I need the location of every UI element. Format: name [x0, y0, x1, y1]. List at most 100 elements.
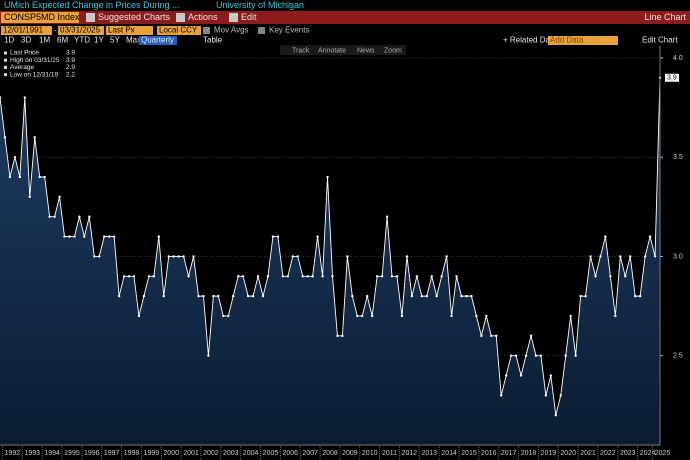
table-button[interactable]: Table: [203, 36, 223, 45]
point: [559, 394, 562, 397]
point: [609, 275, 612, 278]
point: [544, 394, 548, 397]
option[interactable]: Mov Avgs: [214, 26, 249, 35]
area: [0, 77, 660, 445]
point: [549, 374, 553, 377]
x-tick-label: 2024: [640, 450, 656, 457]
field-box[interactable]: [106, 26, 153, 35]
end-date-field[interactable]: [58, 26, 104, 35]
x-tick-label: 2013: [421, 450, 437, 457]
range-button[interactable]: 3D: [21, 36, 31, 45]
currency-box[interactable]: [157, 26, 201, 35]
range-button[interactable]: YTD: [74, 36, 90, 45]
point: [172, 255, 175, 258]
legend-label: High on 03/31/25: [10, 57, 60, 64]
ticker-box[interactable]: [1, 12, 79, 23]
point: [316, 235, 319, 238]
point: [147, 275, 151, 278]
point: [232, 294, 235, 298]
point: [38, 175, 41, 179]
point: [390, 275, 394, 278]
point: [410, 294, 414, 298]
point: [445, 255, 448, 258]
x-tick-label: 1992: [5, 450, 21, 457]
option-checkbox[interactable]: [258, 27, 265, 34]
range-button[interactable]: 6M: [57, 36, 68, 45]
chart-type: Line Chart: [644, 12, 686, 22]
chart-tool[interactable]: Track: [292, 47, 310, 54]
legend-marker: [4, 65, 7, 69]
chart-toolbar: [280, 45, 406, 55]
option[interactable]: Key Events: [269, 26, 309, 35]
range-button[interactable]: 1M: [39, 36, 50, 45]
related-data[interactable]: + Related Dat: [503, 36, 553, 45]
point: [574, 354, 577, 357]
add-data[interactable]: Add Data: [550, 36, 584, 45]
point: [361, 314, 364, 318]
security-title: UMich Expected Change in Prices During .…: [4, 0, 180, 10]
legend-marker: [4, 58, 7, 62]
point: [420, 294, 424, 298]
point: [385, 215, 389, 218]
edit-chart[interactable]: Edit Chart: [642, 36, 678, 45]
point: [395, 275, 399, 278]
point: [514, 354, 518, 357]
point: [0, 96, 2, 99]
start-date-field[interactable]: [1, 26, 52, 35]
option-checkbox[interactable]: [203, 27, 210, 34]
point: [83, 235, 86, 238]
point: [122, 275, 126, 278]
point: [182, 255, 185, 258]
field[interactable]: Last Px: [108, 26, 135, 35]
point: [236, 275, 240, 278]
menu-item[interactable]: Actions: [188, 12, 218, 22]
point: [534, 354, 538, 357]
range-button[interactable]: 1D: [4, 36, 14, 45]
x-tick-label: 2022: [600, 450, 616, 457]
point: [117, 294, 121, 298]
point: [321, 275, 324, 278]
frequency[interactable]: Quarterly: [141, 36, 174, 45]
point: [301, 275, 304, 278]
point: [356, 314, 359, 318]
x-tick-label: 2004: [243, 450, 259, 457]
x-tick-label: 1996: [84, 450, 100, 457]
point: [286, 275, 290, 278]
range-button[interactable]: Max: [126, 36, 141, 45]
point: [48, 215, 51, 218]
x-tick-label: 1994: [44, 450, 60, 457]
point: [112, 235, 116, 238]
add-data-box[interactable]: [548, 36, 618, 45]
point: [261, 294, 265, 298]
date-separator: -: [54, 26, 57, 35]
menu-item[interactable]: Edit: [241, 12, 257, 22]
currency[interactable]: Local CCY: [159, 26, 198, 35]
menu-item[interactable]: Suggested Charts: [98, 12, 171, 22]
point: [23, 96, 27, 99]
end-date[interactable]: 03/31/2025: [60, 26, 101, 35]
x-tick-label: 2014: [441, 450, 457, 457]
point: [197, 294, 200, 298]
chart-tool[interactable]: Zoom: [384, 47, 402, 54]
y-tick-label: 3.5: [673, 154, 683, 161]
point: [509, 354, 513, 357]
point: [296, 255, 299, 258]
start-date[interactable]: 12/01/1991: [3, 26, 44, 35]
legend-value: 3.9: [66, 57, 75, 64]
point: [53, 215, 56, 218]
point: [415, 275, 419, 278]
point: [162, 294, 165, 298]
x-tick-label: 2007: [302, 450, 318, 457]
x-tick-label: 1997: [104, 450, 120, 457]
range-button[interactable]: 1Y: [94, 36, 104, 45]
ticker[interactable]: CONSP5MD Index: [4, 12, 80, 22]
chart-tool[interactable]: Annotate: [318, 47, 346, 54]
x-tick-label: 2002: [203, 450, 219, 457]
range-button[interactable]: 5Y: [110, 36, 120, 45]
frequency-box[interactable]: [139, 36, 177, 45]
chart-tool[interactable]: News: [357, 47, 375, 54]
x-tick-label: 1995: [64, 450, 80, 457]
point: [430, 275, 433, 278]
x-tick-label: 2025: [655, 450, 671, 457]
point: [43, 175, 46, 179]
